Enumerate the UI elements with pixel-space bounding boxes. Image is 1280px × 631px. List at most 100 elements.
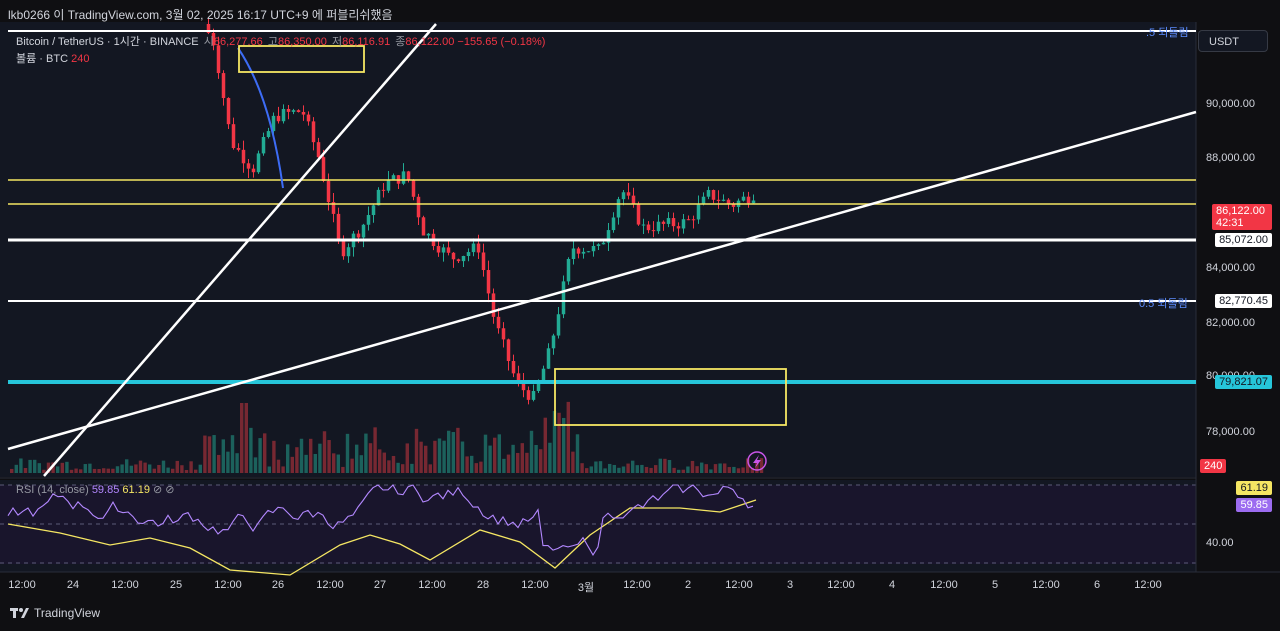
symbol-legend[interactable]: Bitcoin / TetherUS · 1시간 · BINANCE 시86,2… xyxy=(16,33,545,49)
candle-body xyxy=(631,195,636,204)
volume-bar xyxy=(736,468,741,473)
volume-bar xyxy=(217,454,221,473)
candle-body xyxy=(276,115,281,122)
volume-bar xyxy=(157,464,161,473)
candle-body xyxy=(336,213,341,239)
volume-bar xyxy=(97,469,101,473)
volume-bar xyxy=(143,462,147,473)
candle-countdown: 42:31 xyxy=(1216,217,1244,229)
volume-bar xyxy=(644,466,649,473)
candle-body xyxy=(471,243,476,253)
current-price-tag[interactable]: 86,122.00 42:31 xyxy=(1212,204,1272,230)
candle-body xyxy=(591,245,596,252)
rsi-ma-tag[interactable]: 61.19 xyxy=(1236,481,1272,495)
candle-body xyxy=(526,390,531,400)
candle-body xyxy=(341,238,346,257)
volume-bar xyxy=(373,427,377,473)
volume-bar xyxy=(552,411,557,473)
volume-bar xyxy=(667,460,672,473)
volume-bar xyxy=(649,467,653,473)
candle-body xyxy=(726,199,731,205)
rsi-ma-line xyxy=(7,499,757,576)
candle-body xyxy=(666,218,671,224)
volume-bar xyxy=(672,467,676,473)
candle-body xyxy=(446,247,451,253)
volume-bar xyxy=(483,434,488,473)
time-tick: 12:00 xyxy=(521,579,549,591)
candle-body xyxy=(321,157,326,181)
level-tag-85072[interactable]: 85,072.00 xyxy=(1215,233,1272,247)
volume-bar xyxy=(276,459,281,473)
candle-body xyxy=(521,381,526,391)
volume-bar xyxy=(207,436,212,473)
volume-bar xyxy=(465,456,469,473)
volume-bar xyxy=(525,452,529,473)
curve-blue[interactable] xyxy=(237,47,284,189)
volume-bar xyxy=(405,443,409,473)
hide-icon[interactable]: ⊘ ⊘ xyxy=(153,484,175,496)
candle-body xyxy=(371,205,376,216)
volume-bar xyxy=(529,430,534,473)
candle-body xyxy=(571,248,576,260)
volume-bar xyxy=(635,465,639,473)
volume-bar xyxy=(562,417,566,473)
volume-bar xyxy=(442,440,446,473)
time-tick: 12:00 xyxy=(8,579,36,591)
level-tag-82770[interactable]: 82,770.45 xyxy=(1215,294,1272,308)
volume-value: 240 xyxy=(71,53,90,65)
volume-bar xyxy=(700,462,704,473)
volume-bar xyxy=(286,444,290,473)
lightning-icon xyxy=(753,455,761,468)
volume-bar xyxy=(134,464,138,473)
volume-bar xyxy=(419,441,423,473)
volume-bar xyxy=(663,458,667,473)
time-tick: 2 xyxy=(684,579,692,591)
time-tick: 12:00 xyxy=(111,579,139,591)
candle-body xyxy=(476,243,481,253)
candle-body xyxy=(256,153,261,173)
rsi-legend[interactable]: RSI (14, close) 59.85 61.19 ⊘ ⊘ xyxy=(16,484,175,496)
highlight-box-top[interactable] xyxy=(238,45,365,73)
volume-bar xyxy=(65,461,69,473)
volume-bar xyxy=(69,469,74,473)
rsi-tag[interactable]: 59.85 xyxy=(1236,498,1272,512)
level-tag-79821[interactable]: 79,821.07 xyxy=(1215,375,1272,389)
low-label: 저86,116.91 xyxy=(331,36,391,48)
volume-bar xyxy=(115,466,120,473)
candle-body xyxy=(671,218,676,227)
rsi-line xyxy=(7,484,754,556)
footer-brand[interactable]: TradingView xyxy=(10,606,100,620)
volume-bar xyxy=(575,434,580,473)
volume-bar xyxy=(332,453,336,473)
volume-bar xyxy=(111,468,115,473)
volume-bar xyxy=(382,452,386,473)
volume-legend[interactable]: 볼륨 · BTC 240 xyxy=(16,53,90,65)
event-marker[interactable] xyxy=(747,451,767,471)
volume-bar xyxy=(60,462,64,473)
trendline-rising[interactable] xyxy=(7,110,1197,451)
candle-body xyxy=(741,196,746,201)
volume-bar xyxy=(10,468,14,473)
volume-bar xyxy=(175,460,179,473)
highlight-box-bottom[interactable] xyxy=(554,368,787,426)
volume-bar xyxy=(295,447,299,473)
volume-bar xyxy=(203,435,207,473)
volume-tag[interactable]: 240 xyxy=(1200,459,1227,473)
volume-bar xyxy=(396,462,400,473)
candle-body xyxy=(606,230,611,243)
candle-body xyxy=(481,252,486,271)
volume-bar xyxy=(313,453,317,473)
currency-button[interactable]: USDT xyxy=(1198,30,1268,52)
candle-body xyxy=(511,361,516,374)
time-tick: 12:00 xyxy=(725,579,753,591)
rsi-value: 59.85 xyxy=(91,484,120,496)
volume-bar xyxy=(502,458,506,473)
volume-bar xyxy=(460,441,465,473)
volume-bar xyxy=(479,461,483,473)
trendline-steep[interactable] xyxy=(43,23,437,477)
change-label: −155.65 (−0.18%) xyxy=(457,36,546,48)
volume-bar xyxy=(506,454,511,473)
rsi-tick-40: 40.00 xyxy=(1206,537,1234,549)
